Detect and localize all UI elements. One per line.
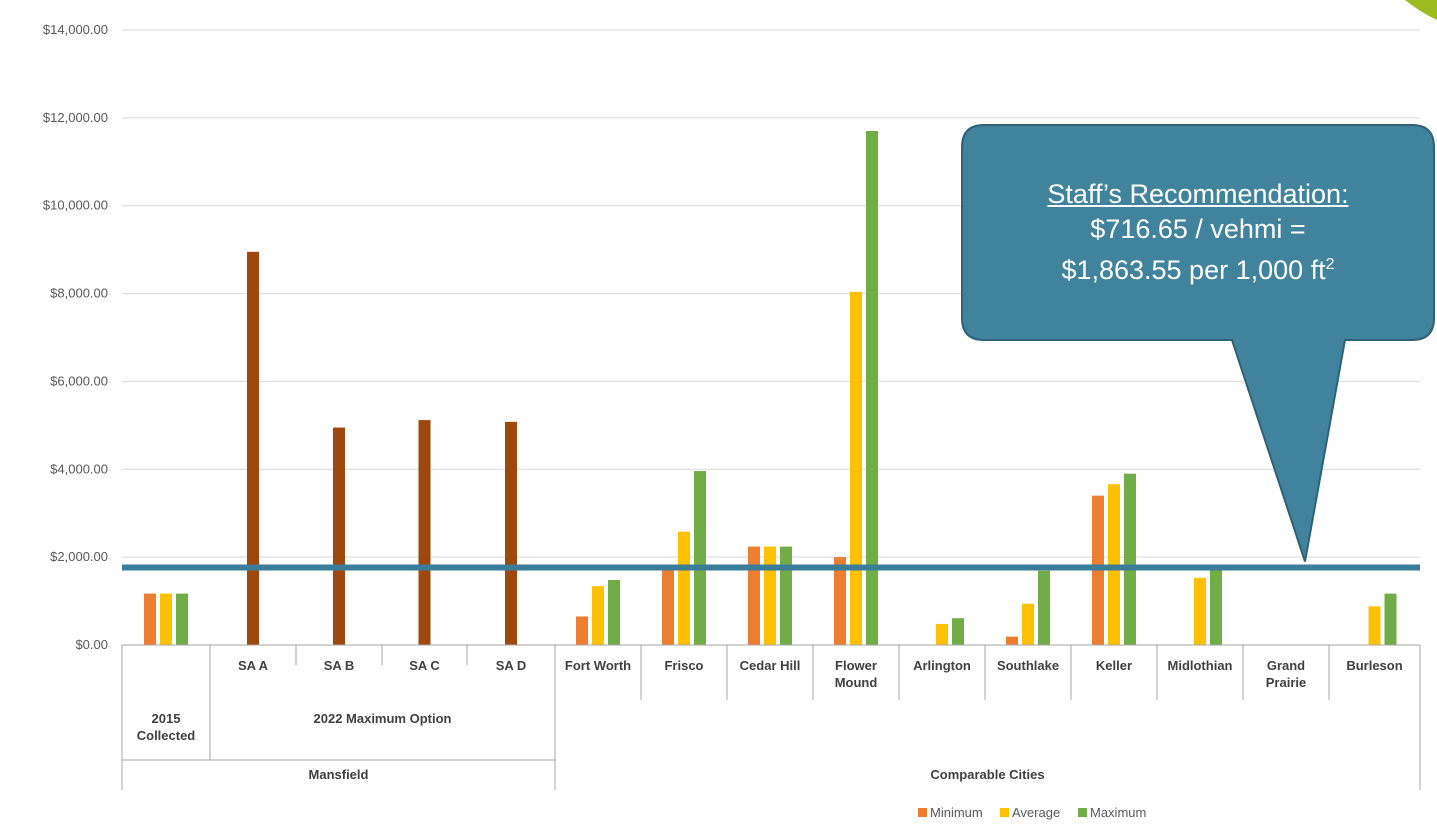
bar-maximum xyxy=(780,546,792,645)
legend-swatch xyxy=(918,808,927,817)
y-tick-label: $8,000.00 xyxy=(50,286,108,301)
x-tick-label: SA D xyxy=(496,658,527,673)
bar-average xyxy=(678,531,690,645)
x-group-label: Comparable Cities xyxy=(930,767,1044,782)
legend-label: Minimum xyxy=(930,805,983,820)
bar-minimum xyxy=(834,557,846,645)
x-group-label: Mansfield xyxy=(309,767,369,782)
legend-swatch xyxy=(1000,808,1009,817)
bar xyxy=(247,251,259,645)
bar-maximum xyxy=(1384,593,1397,645)
y-tick-label: $6,000.00 xyxy=(50,373,108,388)
bar-average xyxy=(936,623,948,645)
x-tick-label: Cedar Hill xyxy=(740,658,801,673)
corner-decoration xyxy=(1405,0,1437,20)
y-tick-label: $2,000.00 xyxy=(50,549,108,564)
bar-minimum xyxy=(748,546,760,645)
y-tick-label: $14,000.00 xyxy=(43,22,108,37)
legend-label: Average xyxy=(1012,805,1060,820)
bar-maximum xyxy=(694,471,706,645)
x-tick-label: SA C xyxy=(409,658,440,673)
bar xyxy=(333,427,345,645)
bar-average xyxy=(1194,577,1206,645)
bar-maximum xyxy=(952,618,964,645)
bar-minimum xyxy=(144,593,156,645)
bar-maximum xyxy=(1210,568,1222,645)
legend-label: Maximum xyxy=(1090,805,1146,820)
bar-average xyxy=(850,291,862,645)
x-tick-label: Burleson xyxy=(1346,658,1402,673)
bar-average xyxy=(764,546,776,645)
x-tick-label: Fort Worth xyxy=(565,658,631,673)
bar-average xyxy=(1368,606,1381,645)
bar xyxy=(505,421,517,645)
bar-maximum xyxy=(608,579,620,645)
bar-average xyxy=(1022,603,1034,645)
x-tick-label: Southlake xyxy=(997,658,1059,673)
bar-minimum xyxy=(576,616,588,645)
y-tick-label: $4,000.00 xyxy=(50,461,108,476)
x-tick-label: Prairie xyxy=(1266,675,1306,690)
bar-maximum xyxy=(176,593,188,645)
bar-minimum xyxy=(1006,636,1018,645)
x-tick-label: Midlothian xyxy=(1168,658,1233,673)
x-tick-label: Arlington xyxy=(913,658,971,673)
x-tick-label: Frisco xyxy=(664,658,703,673)
x-subgroup-label: 2022 Maximum Option xyxy=(314,711,452,726)
bar-maximum xyxy=(1124,473,1136,645)
bar-maximum xyxy=(1038,570,1050,645)
callout-bubble xyxy=(961,124,1435,562)
bar-minimum xyxy=(662,568,674,645)
x-subgroup-label: 2015 xyxy=(152,711,181,726)
x-tick-label: Keller xyxy=(1096,658,1132,673)
y-tick-label: $12,000.00 xyxy=(43,110,108,125)
y-tick-label: $0.00 xyxy=(75,637,108,652)
x-subgroup-label: Collected xyxy=(137,728,196,743)
y-tick-label: $10,000.00 xyxy=(43,198,108,213)
bar xyxy=(418,420,431,645)
x-tick-label: SA A xyxy=(238,658,269,673)
x-tick-label: Grand xyxy=(1267,658,1305,673)
x-tick-label: Mound xyxy=(835,675,878,690)
bar-average xyxy=(592,586,604,645)
x-tick-label: Flower xyxy=(835,658,877,673)
legend-swatch xyxy=(1078,808,1087,817)
bar-maximum xyxy=(866,131,878,646)
x-tick-label: SA B xyxy=(324,658,355,673)
bar-average xyxy=(160,593,172,645)
